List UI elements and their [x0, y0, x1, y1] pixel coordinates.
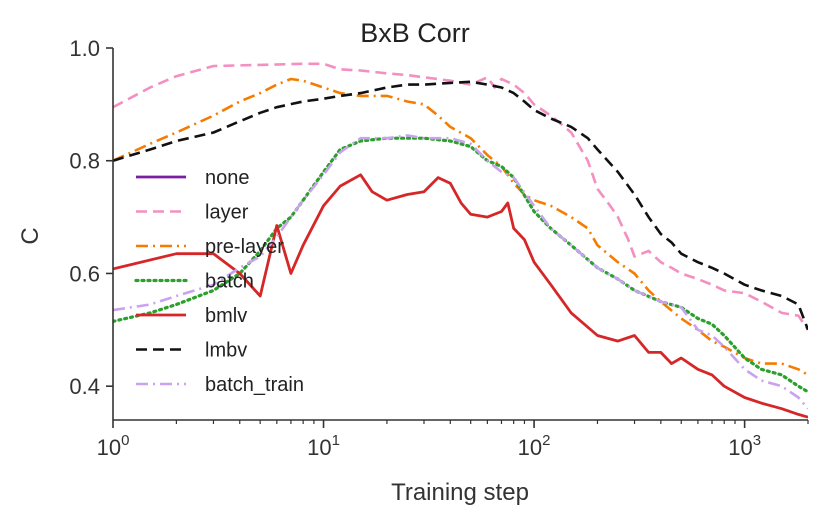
legend-label-batch-train: batch_train [205, 374, 304, 396]
legend-label-bmlv: bmlv [205, 305, 247, 327]
y-axis-title: C [17, 227, 44, 244]
y-tick-label: 0.4 [69, 374, 100, 399]
y-tick-label: 0.8 [69, 149, 100, 174]
series-layer [113, 62, 808, 419]
x-tick-label: 102 [518, 432, 551, 460]
legend-label-layer: layer [205, 202, 249, 224]
legend-label-batch: batch [205, 271, 254, 293]
series-line-bmlv [113, 173, 808, 419]
x-tick-label: 100 [97, 432, 130, 460]
series-line-batch-train [113, 134, 808, 410]
series-line-batch [113, 136, 808, 394]
axes-layer [112, 48, 808, 421]
series-line-lmbv [113, 80, 808, 331]
series-line-layer [113, 62, 808, 331]
legend-label-lmbv: lmbv [205, 340, 247, 362]
y-tick-label: 0.6 [69, 261, 100, 286]
series-line-pre-layer [113, 77, 808, 377]
y-tick-label: 1.0 [69, 36, 100, 61]
x-tick-label: 103 [728, 432, 761, 460]
legend: none layer pre-layer batch bmlv lmbv batch_tra… [134, 167, 304, 396]
legend-label-pre-layer: pre-layer [205, 236, 284, 258]
legend-label-none: none [205, 167, 250, 189]
x-axis-title: Training step [391, 479, 529, 506]
chart-title: BxB Corr [360, 18, 470, 48]
x-tick-label: 101 [307, 432, 340, 460]
ticks-layer: 0.4 0.6 0.8 1.0 100 101 102 103 [69, 36, 809, 460]
